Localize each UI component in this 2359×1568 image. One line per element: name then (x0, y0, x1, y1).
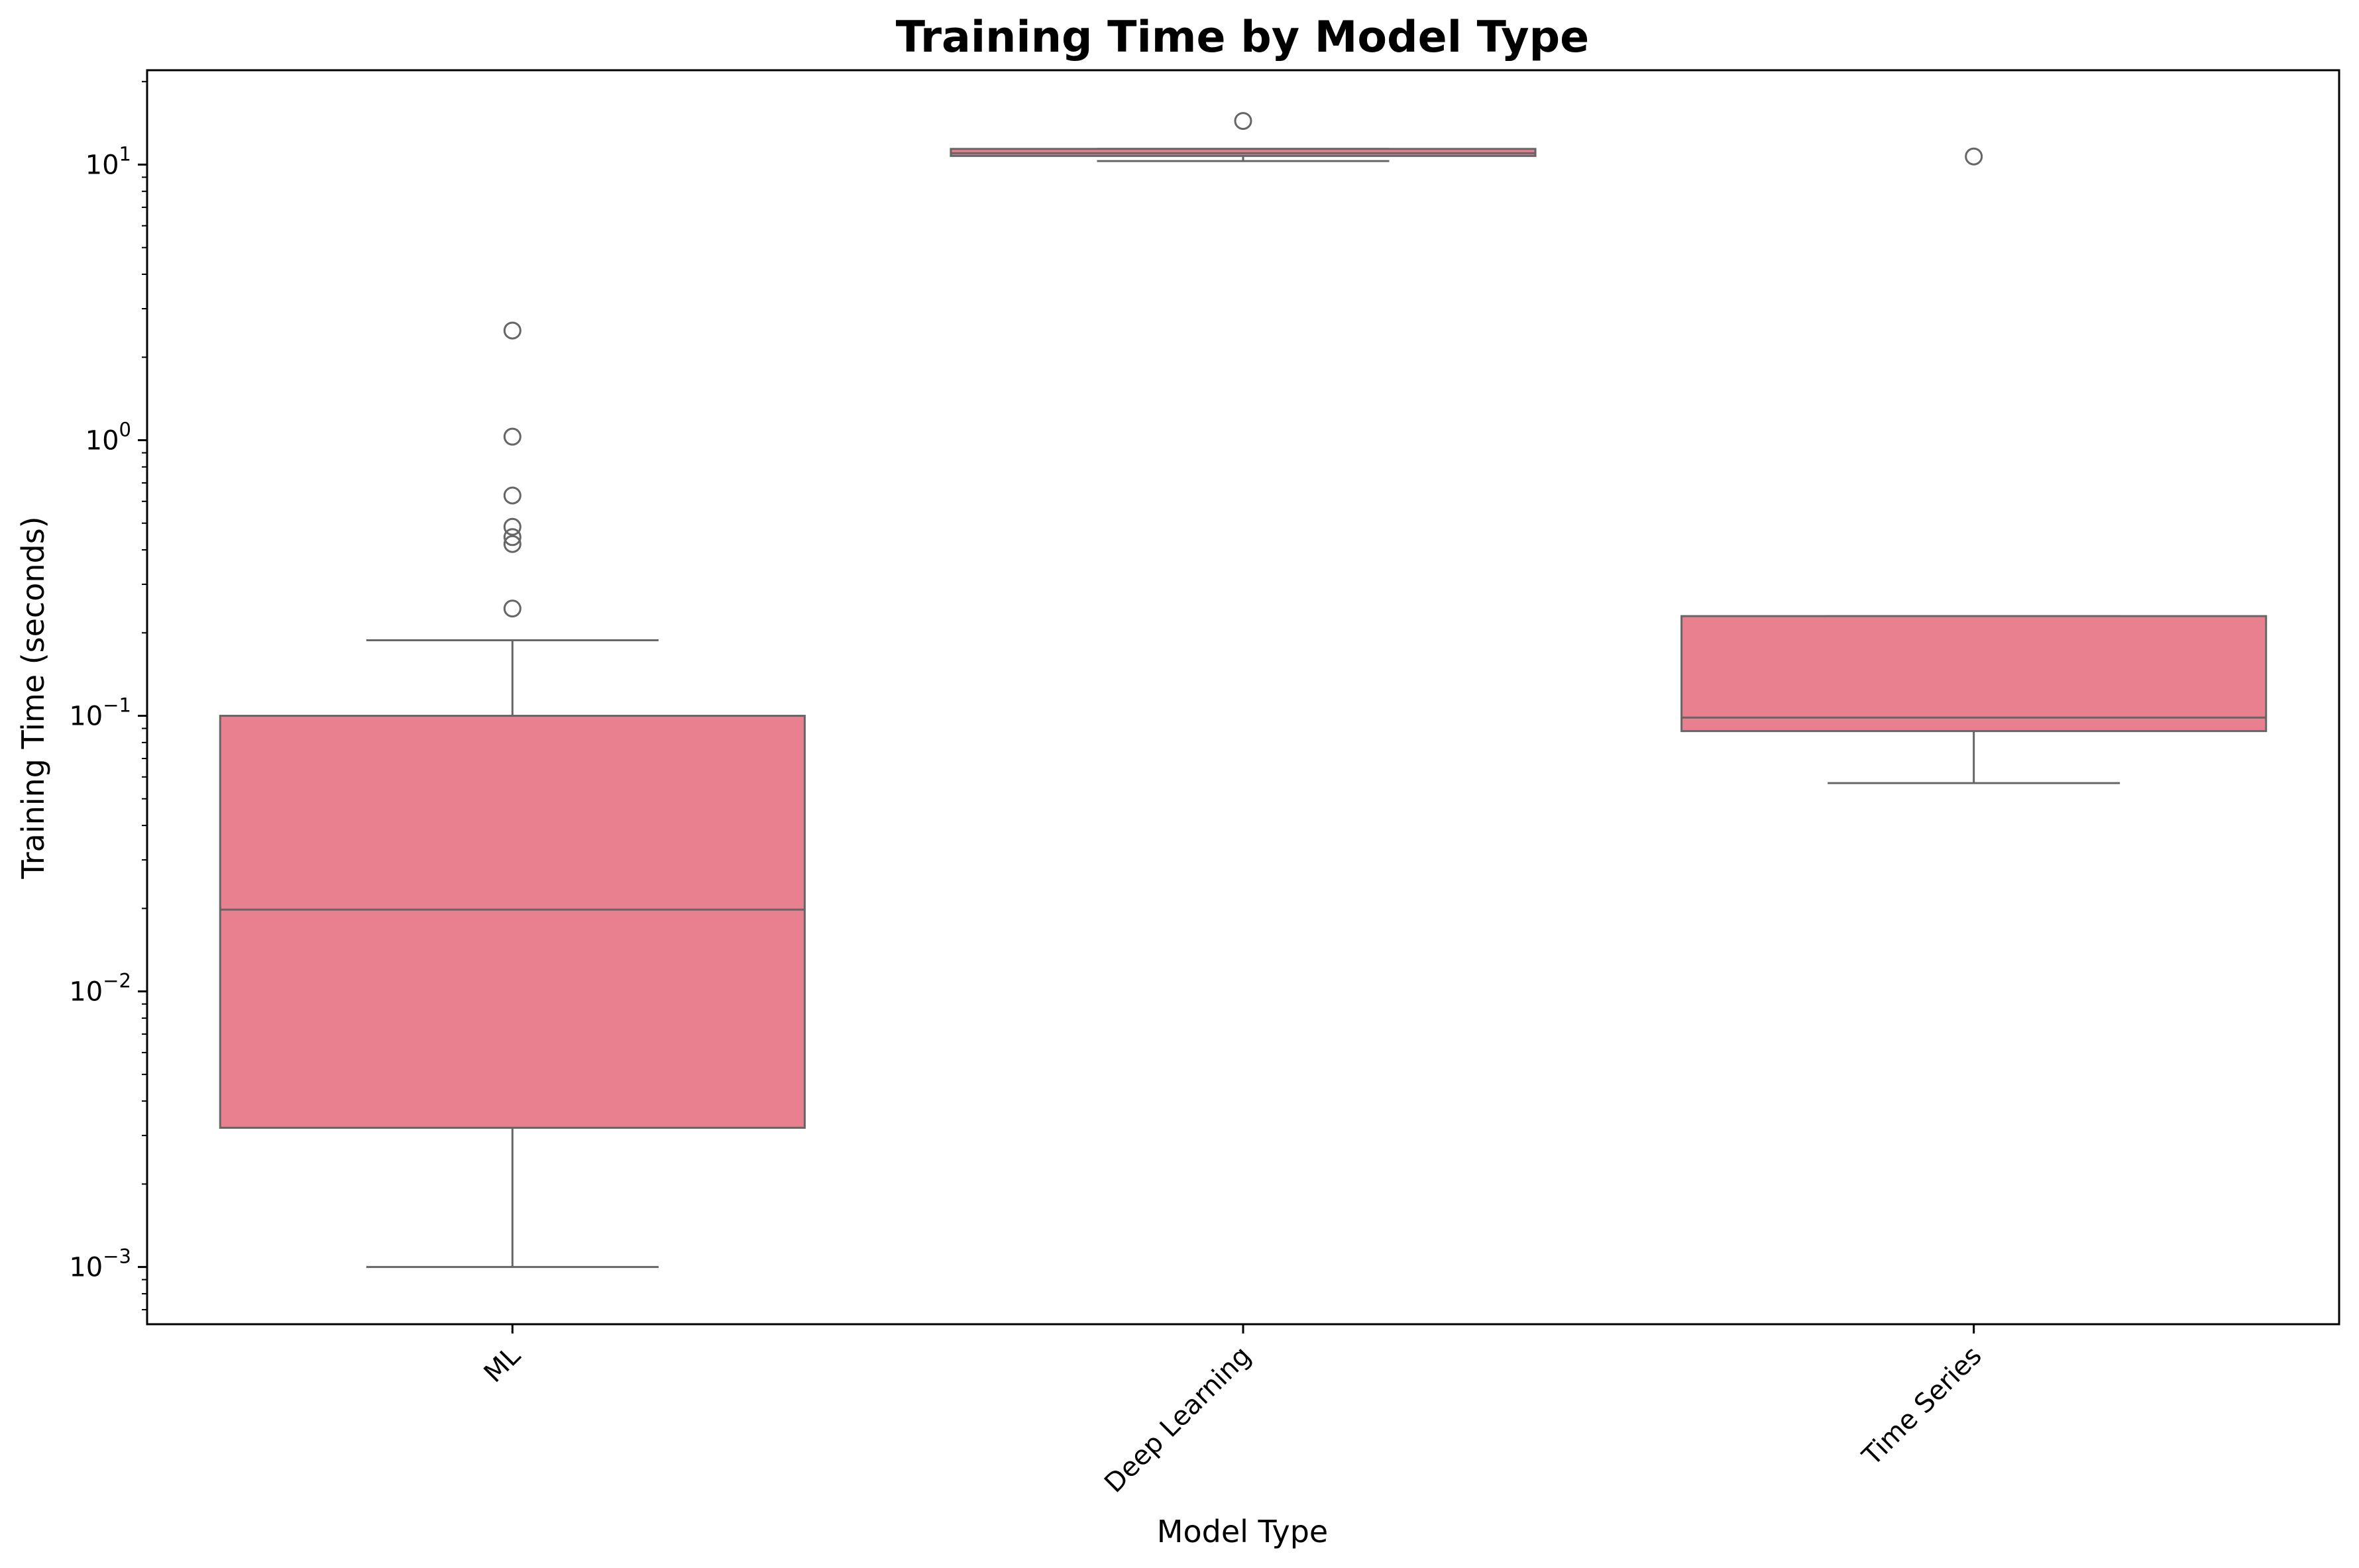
y-tick-label-4: 101 (85, 142, 131, 180)
y-tick-label-3: 100 (85, 419, 131, 456)
outlier-0-0 (503, 321, 521, 340)
outlier-1-0 (1234, 112, 1252, 131)
outlier-0-3 (503, 517, 521, 536)
outlier-2-0 (1965, 147, 1983, 166)
outlier-0-6 (503, 600, 521, 618)
box-group-0 (219, 321, 806, 1269)
outlier-0-5 (503, 535, 521, 553)
outlier-0-2 (503, 486, 521, 505)
box-group-1 (950, 112, 1537, 162)
plot-layer (219, 112, 2268, 1269)
y-tick-label-0: 10−3 (69, 1245, 131, 1283)
box-group-2 (1680, 147, 2268, 784)
plot-frame (146, 69, 2340, 1326)
outlier-0-4 (503, 528, 521, 547)
chart-title: Training Time by Model Type (896, 13, 1589, 62)
outlier-0-1 (503, 427, 521, 446)
box-2 (1680, 615, 2268, 733)
y-tick-label-2: 10−1 (69, 694, 131, 732)
y-axis-title: Training Time (seconds) (15, 516, 51, 879)
x-axis-title: Model Type (1157, 1514, 1328, 1549)
box-0 (219, 715, 806, 1129)
y-tick-label-1: 10−2 (69, 970, 131, 1008)
